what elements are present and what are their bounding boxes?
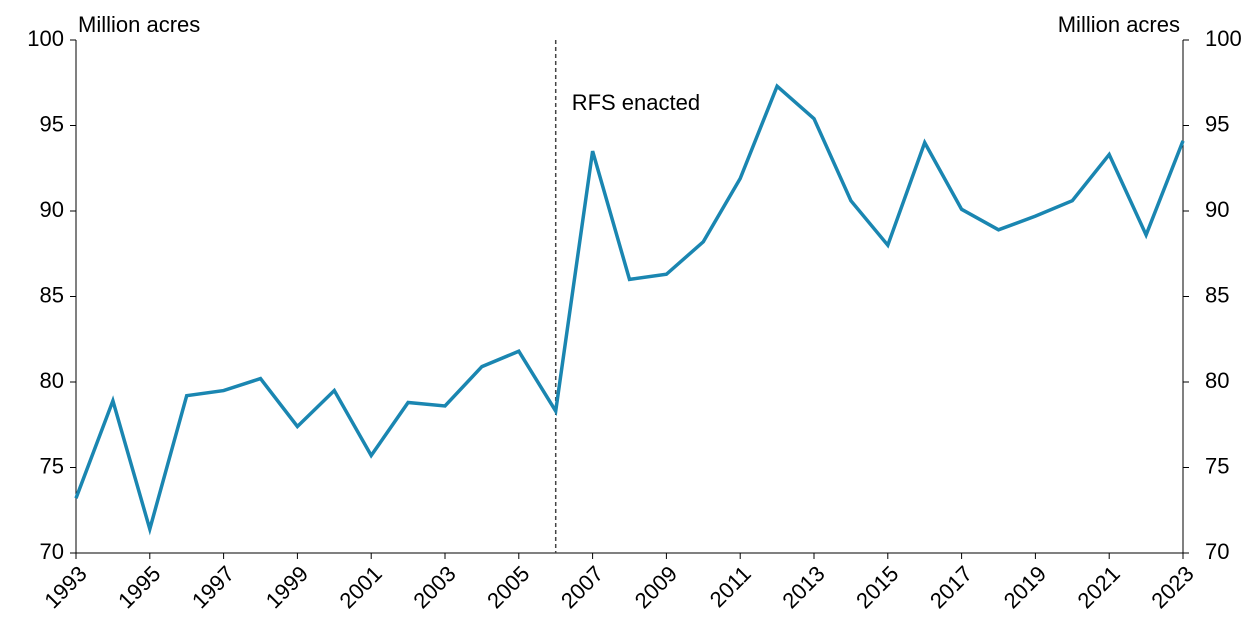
y2-tick-label: 80: [1205, 368, 1229, 393]
y2-tick-label: 90: [1205, 197, 1229, 222]
x-tick-label: 2017: [925, 561, 977, 613]
x-tick-label: 1999: [261, 561, 313, 613]
x-tick-label: 2003: [408, 561, 460, 613]
annotation: RFS enacted: [572, 90, 700, 115]
y-tick-label: 100: [27, 26, 64, 51]
x-tick-label: 1997: [187, 561, 239, 613]
x-tick-label: 2013: [777, 561, 829, 613]
x-tick-label: 2019: [999, 561, 1051, 613]
y2-tick-label: 100: [1205, 26, 1242, 51]
x-tick-label: 2007: [556, 561, 608, 613]
x-tick-label: 2015: [851, 561, 903, 613]
x-tick-label: 2021: [1073, 561, 1125, 613]
y-tick-label: 90: [40, 197, 64, 222]
y-tick-label: 75: [40, 453, 64, 478]
y-axis-label: Million acres: [78, 12, 200, 37]
x-tick-label: 2009: [630, 561, 682, 613]
y2-axis-label: Million acres: [1058, 12, 1180, 37]
y2-tick-label: 85: [1205, 282, 1229, 307]
y-tick-label: 80: [40, 368, 64, 393]
y2-tick-label: 70: [1205, 539, 1229, 564]
x-tick-label: 2023: [1146, 561, 1198, 613]
y-tick-label: 95: [40, 111, 64, 136]
x-tick-label: 2001: [335, 561, 387, 613]
x-tick-label: 2011: [705, 561, 756, 612]
x-tick-label: 1993: [39, 561, 91, 613]
data-line: [74, 83, 1185, 536]
y2-tick-label: 75: [1205, 453, 1229, 478]
y2-tick-label: 95: [1205, 111, 1229, 136]
y-tick-label: 70: [40, 539, 64, 564]
x-tick-label: 1995: [113, 561, 165, 613]
y-tick-label: 85: [40, 282, 64, 307]
x-tick-label: 2005: [482, 561, 534, 613]
